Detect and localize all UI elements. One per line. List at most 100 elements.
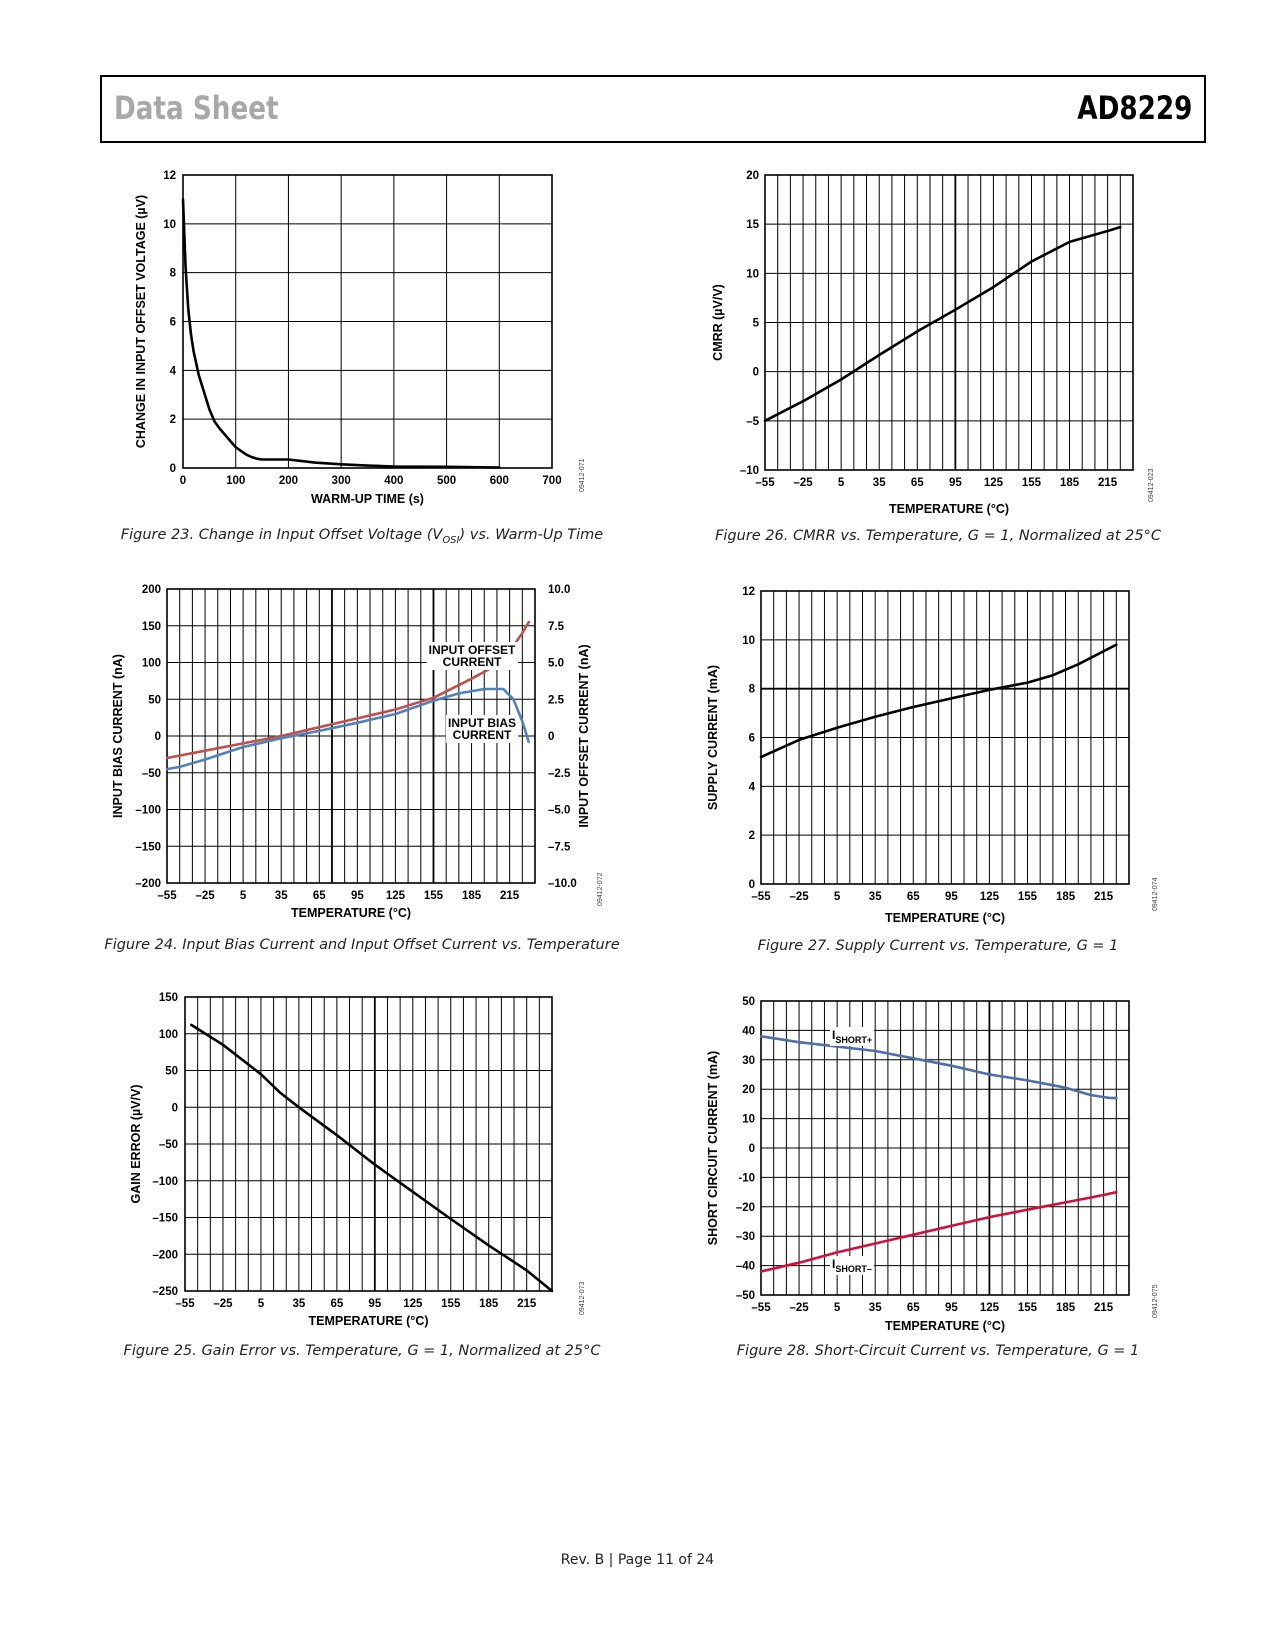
x-tick-label: 35 <box>275 890 288 902</box>
annotation-label: ISHORT+ <box>832 1028 872 1045</box>
y-tick-label: 2 <box>170 414 176 426</box>
x-tick-label: 500 <box>437 475 456 487</box>
y-tick-label: 4 <box>749 781 756 793</box>
x-tick-label: 125 <box>386 890 406 902</box>
y2-tick-label: –2.5 <box>548 768 571 780</box>
annotation-label: ISHORT– <box>832 1257 872 1274</box>
y2-tick-label: –7.5 <box>548 841 571 853</box>
plot-frame <box>760 1000 1130 1296</box>
x-tick-label: 155 <box>1018 1302 1038 1314</box>
annotation-subscript: SHORT+ <box>835 1035 872 1045</box>
x-tick-label: 35 <box>869 891 882 903</box>
y-tick-label: 150 <box>159 992 178 1004</box>
x-tick-label: 215 <box>1098 477 1118 489</box>
x-tick-label: 95 <box>945 891 958 903</box>
y-tick-label: –40 <box>736 1261 755 1273</box>
plot-frame <box>166 588 536 884</box>
caption-fig25: Figure 25. Gain Error vs. Temperature, G… <box>123 1343 601 1359</box>
y-tick-label: –150 <box>135 841 161 853</box>
part-number: AD8229 <box>1076 89 1192 127</box>
series-line <box>165 687 531 771</box>
doc-type-label: Data Sheet <box>114 89 279 127</box>
x-tick-label: 65 <box>330 1298 343 1310</box>
annotation-label: CURRENT <box>453 728 512 742</box>
x-tick-label: –25 <box>789 891 809 903</box>
y-tick-label: 10 <box>746 268 759 280</box>
x-tick-label: 155 <box>441 1298 461 1310</box>
y2-tick-label: –5.0 <box>548 805 570 817</box>
x-tick-label: 600 <box>490 475 509 487</box>
y-tick-label: 10 <box>163 219 176 231</box>
annotation-label: INPUT BIAS <box>448 716 516 730</box>
x-tick-label: 35 <box>873 477 886 489</box>
annotation-main: I <box>832 1257 835 1271</box>
y-tick-label: 30 <box>742 1055 755 1067</box>
y2-tick-label: –10.0 <box>548 878 577 890</box>
y-axis-label: CMRR (µV/V) <box>711 284 725 361</box>
caption-fig27: Figure 27. Supply Current vs. Temperatur… <box>757 938 1119 954</box>
annotation-background <box>830 1256 874 1275</box>
x-tick-label: 65 <box>907 1302 920 1314</box>
y-axis-label: GAIN ERROR (µV/V) <box>129 1084 143 1203</box>
x-axis-label: TEMPERATURE (°C) <box>889 502 1009 516</box>
y-tick-label: 150 <box>142 621 161 633</box>
x-tick-label: 185 <box>1056 1302 1076 1314</box>
y-tick-label: 8 <box>170 268 177 280</box>
x-tick-label: –25 <box>213 1298 233 1310</box>
y-tick-label: 15 <box>746 219 759 231</box>
y-tick-label: 0 <box>170 463 176 475</box>
y-tick-label: 6 <box>170 317 176 329</box>
x-tick-label: 65 <box>313 890 326 902</box>
x-tick-label: 5 <box>834 1302 841 1314</box>
y-tick-label: 50 <box>165 1066 178 1078</box>
y-tick-label: -10 <box>738 1172 755 1184</box>
x-axis-label: TEMPERATURE (°C) <box>885 1319 1005 1333</box>
annotation-main: I <box>832 1028 835 1042</box>
x-tick-label: 95 <box>945 1302 958 1314</box>
x-tick-label: 95 <box>351 890 364 902</box>
x-tick-label: 65 <box>911 477 924 489</box>
x-axis-label: TEMPERATURE (°C) <box>308 1314 428 1328</box>
y-tick-label: –20 <box>736 1202 755 1214</box>
x-tick-label: 400 <box>384 475 403 487</box>
y-tick-label: 50 <box>148 694 161 706</box>
y-tick-label: 100 <box>142 658 161 670</box>
chart-fig23: 0 2 4 6 8 10 12 0 100 200 300 400 500 600 700 WARM-UP T… <box>134 170 586 506</box>
figure-code: 09412-023 <box>1148 468 1155 502</box>
x-tick-label: 35 <box>869 1302 882 1314</box>
y-tick-label: –100 <box>135 805 161 817</box>
y-tick-label: 0 <box>155 731 161 743</box>
chart-fig25: –250 –200 –150 –100 –50 0 50 100 150 –55 –25 5 35 65 9… <box>129 992 586 1328</box>
x-tick-label: 65 <box>907 891 920 903</box>
x-tick-label: 125 <box>980 891 1000 903</box>
y-tick-label: –250 <box>152 1286 178 1298</box>
y-tick-label: –200 <box>135 878 161 890</box>
y-tick-label: 0 <box>172 1102 178 1114</box>
x-tick-label: 125 <box>984 477 1004 489</box>
chart-fig27: 0 2 4 6 8 10 12 –55 –25 5 35 65 95 125 155 185 215 TEMPER… <box>706 586 1159 925</box>
y2-tick-label: 7.5 <box>548 621 565 633</box>
figure-code: 09412-072 <box>597 872 604 906</box>
y-tick-label: 10 <box>742 635 755 647</box>
y-tick-label: 12 <box>742 586 755 598</box>
plot-frame <box>182 174 553 469</box>
y-tick-label: –5 <box>746 416 759 428</box>
x-tick-label: 215 <box>500 890 520 902</box>
y-tick-label: 200 <box>142 584 161 596</box>
series-line <box>759 1190 1118 1273</box>
caption-fig23: Figure 23. Change in Input Offset Voltag… <box>120 527 604 546</box>
x-tick-label: –55 <box>751 891 771 903</box>
x-tick-label: –55 <box>755 477 775 489</box>
y-tick-label: 20 <box>746 170 759 182</box>
y-tick-label: 100 <box>159 1029 178 1041</box>
x-tick-label: 300 <box>332 475 351 487</box>
y-tick-label: –50 <box>736 1290 755 1302</box>
annotation-label: INPUT OFFSET <box>429 643 516 657</box>
y-tick-label: 0 <box>749 879 755 891</box>
caption-fig26: Figure 26. CMRR vs. Temperature, G = 1, … <box>715 528 1161 544</box>
x-tick-label: 5 <box>838 477 845 489</box>
y-tick-label: 40 <box>742 1025 755 1037</box>
x-tick-label: 0 <box>180 475 186 487</box>
page-header: Data Sheet AD8229 <box>100 75 1206 143</box>
x-tick-label: 185 <box>1060 477 1080 489</box>
